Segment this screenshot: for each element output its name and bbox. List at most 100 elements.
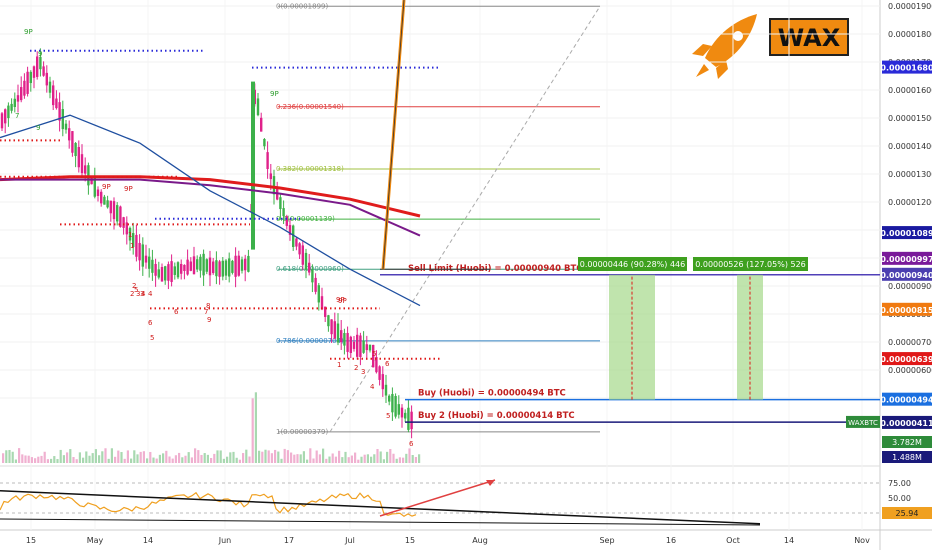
candle-body <box>164 266 167 281</box>
volume-bar <box>146 458 149 463</box>
volume-bar <box>130 458 133 463</box>
volume-bar <box>235 457 238 463</box>
candle-body <box>196 259 199 270</box>
candle-body <box>157 269 160 278</box>
volume-bar <box>405 453 408 463</box>
candle-body <box>100 191 103 204</box>
td-count-red: 2 <box>130 290 134 298</box>
td-count-red: 9P <box>102 183 111 191</box>
td-count-green: 9P <box>24 28 33 36</box>
volume-bar <box>75 459 78 463</box>
candle-body <box>346 332 349 352</box>
volume-bar <box>398 457 401 463</box>
volume-bar <box>270 453 273 463</box>
volume-bar <box>104 448 107 463</box>
trendline-edge <box>382 0 405 270</box>
candle-body <box>4 109 7 124</box>
volume-bar <box>277 451 280 463</box>
candle-body <box>87 165 90 186</box>
volume-bar <box>302 451 305 463</box>
time-tick-label: May <box>87 536 104 545</box>
volume-bar <box>24 455 27 463</box>
td-count-red: 9 <box>207 316 211 324</box>
volume-tag-box <box>882 436 932 448</box>
volume-bar <box>366 454 369 463</box>
candle-body <box>20 87 23 101</box>
volume-bar <box>402 457 405 463</box>
candle-body <box>42 66 45 76</box>
volume-bar <box>408 448 411 463</box>
td-count-green: 9 <box>38 50 42 58</box>
rsi-trendline <box>0 490 761 525</box>
td-count-green: 7 <box>15 112 19 120</box>
candle-body <box>128 227 132 241</box>
candle-body <box>221 260 224 277</box>
candle-body <box>0 113 4 129</box>
candle-body <box>138 242 141 261</box>
candle-body <box>340 330 343 343</box>
candle-body <box>112 201 116 220</box>
volume-bar <box>14 459 17 463</box>
volume-bar <box>18 448 21 463</box>
candle-body <box>180 263 183 274</box>
candle-body <box>61 109 64 130</box>
volume-bar <box>379 451 382 463</box>
volume-bar <box>165 450 168 463</box>
candle-body <box>212 261 215 274</box>
candle-body <box>378 366 381 380</box>
volume-bar <box>306 459 309 463</box>
price-tick-label: 0.00001800 <box>888 30 932 39</box>
candle-body <box>160 267 164 282</box>
price-tick-label: 0.00000700 <box>888 338 932 347</box>
candle-body <box>397 404 400 415</box>
candle-body <box>173 266 176 275</box>
order-label: Buy 2 (Huobi) = 0.00000414 BTC <box>418 411 575 421</box>
volume-bar <box>136 454 139 463</box>
time-tick-label: Nov <box>854 536 870 545</box>
candle-body <box>103 196 106 205</box>
td-count-red: 3 <box>361 368 365 376</box>
volume-bar <box>69 449 72 463</box>
volume-bar <box>414 457 417 463</box>
td-count-red: 6 <box>148 319 153 327</box>
td-count-red: 8 <box>206 302 210 310</box>
candle-body <box>410 411 413 430</box>
td-count-red: 9P <box>124 185 133 193</box>
candle-body <box>244 258 247 271</box>
td-count-red: 5 <box>372 350 376 358</box>
td-count-red: 4 <box>141 290 146 298</box>
volume-bar <box>88 455 91 463</box>
candle-body <box>282 208 285 217</box>
candle-body <box>381 374 384 390</box>
td-count-red: 4 <box>370 383 375 391</box>
candle-body <box>298 243 301 255</box>
volume-bar <box>350 455 353 463</box>
volume-bar <box>309 448 312 463</box>
candle-body <box>52 85 55 106</box>
volume-bar <box>171 458 174 463</box>
rsi-red-arrow <box>379 479 496 517</box>
volume-bar <box>338 450 341 463</box>
candle-body <box>48 81 52 93</box>
volume-bar <box>274 449 277 463</box>
candle-body <box>135 234 138 257</box>
price-tag-label: 0.00001680 <box>880 64 932 73</box>
price-tag-box <box>882 302 932 316</box>
volume-bar <box>110 448 113 463</box>
volume-bar <box>392 453 395 463</box>
candle-body <box>93 177 96 197</box>
volume-bar <box>386 451 389 463</box>
order-label: Sell Limit (Huobi) = 0.00000940 BTC <box>408 264 583 274</box>
volume-bar <box>94 449 97 463</box>
time-tick-label: 14 <box>143 536 153 545</box>
price-tick-label: 0.00000900 <box>888 282 932 291</box>
volume-bar <box>5 450 8 463</box>
sma-blue-line <box>0 114 421 307</box>
candle-body <box>151 259 154 273</box>
candle-body <box>240 259 244 271</box>
volume-tag: 1.488M <box>892 453 922 462</box>
candle-body <box>119 206 122 227</box>
volume-bar <box>344 451 347 463</box>
volume-bar <box>21 454 24 463</box>
